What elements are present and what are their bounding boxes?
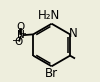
Text: O: O bbox=[14, 37, 22, 47]
Text: N: N bbox=[69, 27, 78, 40]
Text: O: O bbox=[16, 22, 25, 32]
Text: +: + bbox=[19, 29, 26, 38]
Text: H₂N: H₂N bbox=[38, 9, 60, 22]
Text: −: − bbox=[12, 36, 20, 46]
Text: Br: Br bbox=[45, 67, 58, 80]
Text: N: N bbox=[17, 30, 24, 40]
